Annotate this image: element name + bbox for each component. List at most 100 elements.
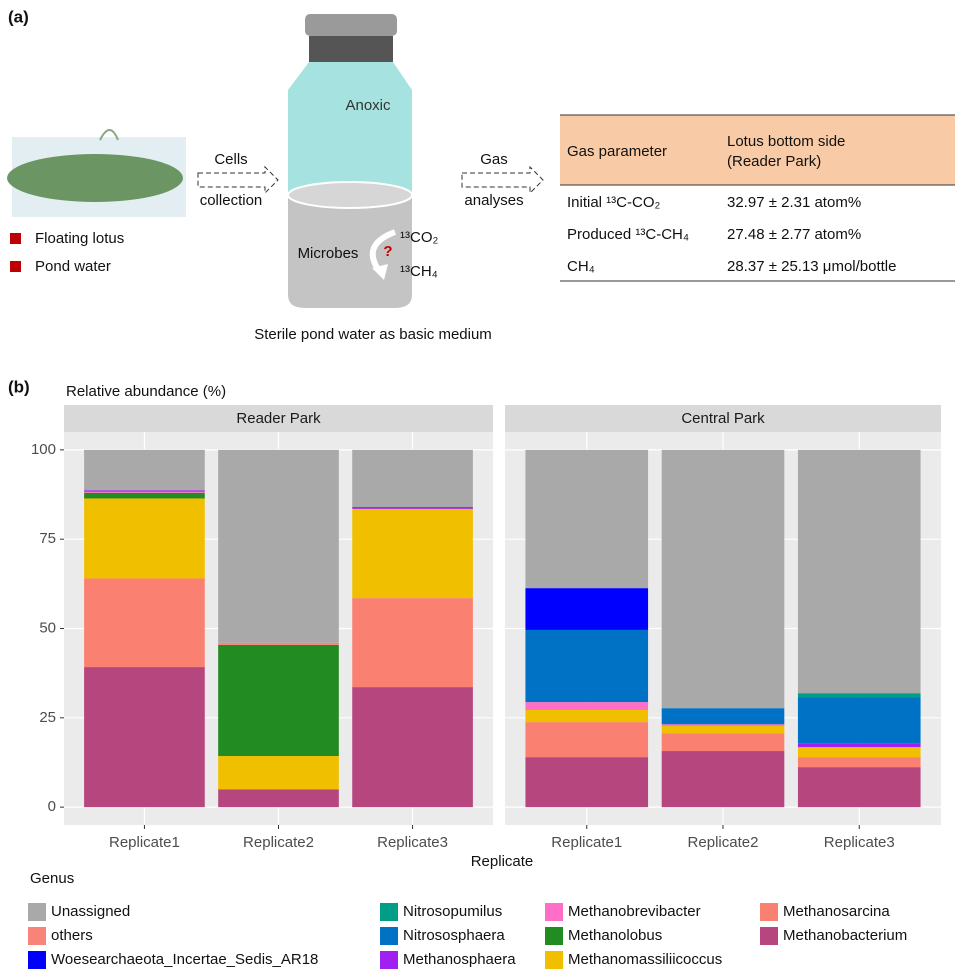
- table-cell: Initial ¹³C-CO₂: [567, 194, 661, 211]
- bottle-label: Microbes: [298, 245, 359, 262]
- chart-title: Relative abundance (%): [66, 383, 226, 400]
- legend-swatch: [760, 927, 778, 945]
- bar-segment: [218, 642, 339, 645]
- bar-segment: [525, 629, 649, 703]
- legend-swatch: [28, 951, 46, 969]
- panel-label: (b): [8, 377, 30, 396]
- legend-swatch: [760, 903, 778, 921]
- bar-segment: [352, 508, 473, 599]
- bar-segment: [84, 578, 205, 668]
- y-tick-label: 100: [31, 441, 56, 458]
- facet-strip: [64, 405, 493, 432]
- bar-segment: [352, 449, 473, 508]
- table-header: [560, 115, 955, 185]
- facet-strip: [505, 405, 941, 432]
- bar-segment: [352, 598, 473, 688]
- bar-segment: [661, 449, 785, 709]
- bottle-label: Anoxic: [345, 97, 391, 114]
- bullet-text: Pond water: [35, 258, 111, 275]
- bar-segment: [525, 449, 649, 589]
- question-mark: ?: [383, 243, 392, 260]
- bar-segment: [797, 757, 921, 768]
- bar-segment: [84, 491, 205, 493]
- legend-swatch: [28, 903, 46, 921]
- bar-segment: [218, 449, 339, 643]
- bar-segment: [84, 667, 205, 808]
- y-tick-label: 0: [48, 798, 56, 815]
- facet-label: Reader Park: [236, 410, 321, 427]
- table-header-cell: Gas parameter: [567, 143, 667, 160]
- dashed-arrow: [197, 165, 279, 195]
- legend-label: Nitrosopumilus: [403, 903, 502, 920]
- bar-segment: [661, 733, 785, 752]
- legend-label: Methanosphaera: [403, 951, 516, 968]
- y-tick-label: 75: [39, 530, 56, 547]
- lotus-stem: [99, 129, 119, 141]
- legend-swatch: [545, 927, 563, 945]
- bar-segment: [797, 449, 921, 694]
- legend-swatch: [545, 903, 563, 921]
- y-tick-label: 50: [39, 619, 56, 636]
- y-tick-label: 25: [39, 709, 56, 726]
- x-tick-label: Replicate3: [377, 834, 448, 851]
- bottle-bottom: [288, 195, 412, 308]
- bar-segment: [525, 757, 649, 808]
- legend-swatch: [545, 951, 563, 969]
- bottle-cap: [305, 14, 397, 36]
- bar-segment: [352, 687, 473, 808]
- bar-segment: [797, 697, 921, 744]
- bar-segment: [661, 724, 785, 727]
- arrow-label: analyses: [464, 192, 523, 209]
- bottle-label: ¹³CH₄: [400, 263, 438, 280]
- bar-segment: [661, 708, 785, 725]
- bar-segment: [218, 756, 339, 790]
- legend-label: Unassigned: [51, 903, 130, 920]
- arrow-label: Cells: [214, 151, 247, 168]
- bar-segment: [525, 709, 649, 723]
- dashed-arrow: [461, 165, 544, 195]
- table-cell: CH₄: [567, 258, 595, 275]
- legend-label: Methanosarcina: [783, 903, 890, 920]
- cycle-arrow-head: [372, 264, 388, 280]
- table-cell: 28.37 ± 25.13 μmol/bottle: [727, 258, 896, 275]
- legend-title: Genus: [30, 870, 74, 887]
- lotus-leaf: [7, 154, 183, 202]
- bar-segment: [797, 747, 921, 758]
- legend-label: Methanobacterium: [783, 927, 907, 944]
- bullet: [10, 261, 21, 272]
- legend-swatch: [380, 951, 398, 969]
- table-cell: 32.97 ± 2.31 atom%: [727, 194, 861, 211]
- x-axis-label: Replicate: [471, 853, 534, 870]
- arrow-label: Gas: [480, 151, 508, 168]
- table-header-cell: (Reader Park): [727, 153, 821, 170]
- bar-segment: [352, 507, 473, 509]
- bar-segment: [84, 490, 205, 492]
- legend-swatch: [380, 903, 398, 921]
- legend-label: Methanobrevibacter: [568, 903, 701, 920]
- x-tick-label: Replicate2: [243, 834, 314, 851]
- bar-segment: [661, 726, 785, 734]
- bar-segment: [797, 767, 921, 808]
- legend-label: Methanolobus: [568, 927, 662, 944]
- liquid-surface: [287, 181, 413, 209]
- table-cell: Produced ¹³C-CH₄: [567, 226, 689, 243]
- legend-swatch: [380, 927, 398, 945]
- x-tick-label: Replicate2: [688, 834, 759, 851]
- bar-segment: [218, 644, 339, 757]
- bar-segment: [84, 449, 205, 491]
- arrow-label: collection: [200, 192, 263, 209]
- bar-segment: [525, 722, 649, 758]
- bar-segment: [525, 588, 649, 630]
- legend-swatch: [28, 927, 46, 945]
- legend-label: Nitrososphaera: [403, 927, 505, 944]
- x-tick-label: Replicate1: [109, 834, 180, 851]
- bar-segment: [797, 743, 921, 748]
- legend-label: Methanomassiliicoccus: [568, 951, 722, 968]
- bullet: [10, 233, 21, 244]
- bar-segment: [525, 702, 649, 710]
- bar-segment: [84, 492, 205, 499]
- panel-label: (a): [8, 7, 29, 26]
- facet-label: Central Park: [681, 410, 765, 427]
- bar-segment: [84, 498, 205, 579]
